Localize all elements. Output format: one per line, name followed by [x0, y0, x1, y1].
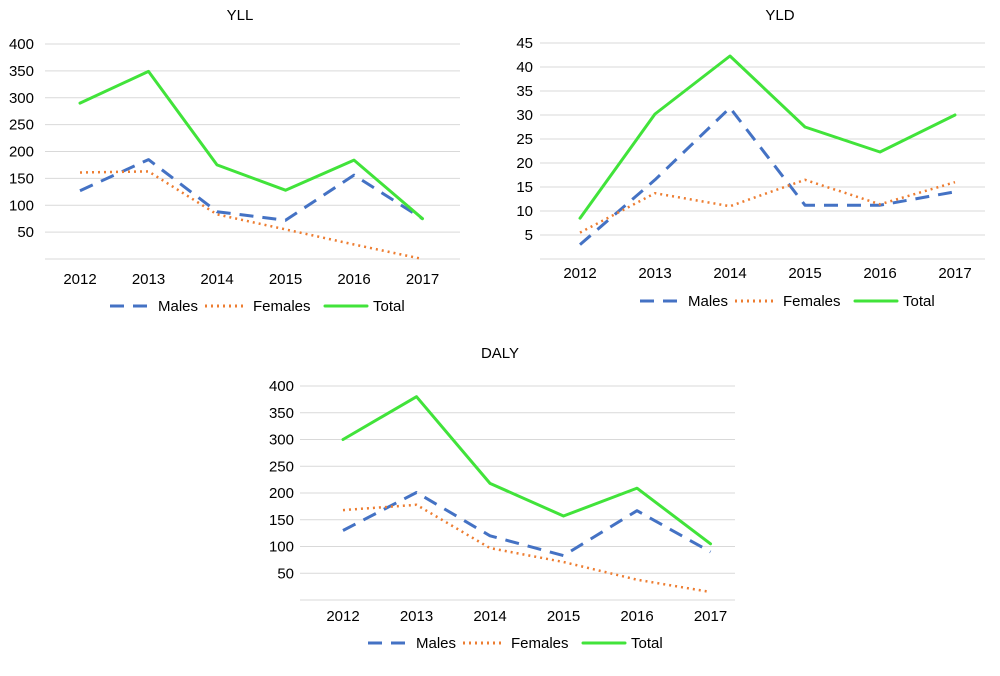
chart-daly: DALY 50 100 150 200 250 300 350 400 2012 2013 2014 2… — [269, 345, 735, 652]
y-tick-label: 400 — [269, 378, 294, 395]
x-tick-label: 2015 — [269, 271, 302, 288]
y-tick-label: 250 — [9, 117, 34, 134]
y-tick-label: 50 — [277, 565, 294, 582]
x-tick-label: 2016 — [620, 608, 653, 625]
x-tick-label: 2014 — [473, 608, 506, 625]
chart-yll: YLL 50 100 150 200 250 300 350 400 2012 2013 2014 20… — [9, 7, 460, 315]
x-tick-label: 2015 — [547, 608, 580, 625]
legend-label-total: Total — [631, 635, 663, 652]
x-tick-label: 2016 — [337, 271, 370, 288]
series-line-total — [341, 395, 712, 546]
legend-label-males: Males — [688, 293, 728, 310]
x-tick-label: 2017 — [406, 271, 439, 288]
x-tick-label: 2012 — [326, 608, 359, 625]
y-tick-label: 100 — [9, 197, 34, 214]
y-tick-label: 30 — [516, 107, 533, 124]
legend: Males Females Total — [110, 298, 405, 315]
y-tick-label: 45 — [516, 35, 533, 52]
legend-label-males: Males — [416, 635, 456, 652]
y-tick-label: 35 — [516, 83, 533, 100]
series-line-females — [579, 178, 956, 234]
y-tick-label: 100 — [269, 539, 294, 556]
x-tick-label: 2013 — [132, 271, 165, 288]
legend-label-females: Females — [511, 635, 569, 652]
chart-title: YLD — [765, 7, 794, 24]
y-tick-label: 5 — [525, 227, 533, 244]
legend-label-females: Females — [253, 298, 311, 315]
x-tick-label: 2015 — [788, 265, 821, 282]
y-tick-label: 150 — [269, 512, 294, 529]
legend-label-females: Females — [783, 293, 841, 310]
y-tick-label: 20 — [516, 155, 533, 172]
y-tick-label: 25 — [516, 131, 533, 148]
x-tick-label: 2012 — [563, 265, 596, 282]
legend-label-total: Total — [903, 293, 935, 310]
chart-yld: YLD 5 10 15 20 25 30 35 40 45 2012 2013 2014 2015 2016… — [516, 7, 985, 310]
x-tick-label: 2013 — [638, 265, 671, 282]
chart-title: YLL — [227, 7, 254, 24]
y-tick-label: 15 — [516, 179, 533, 196]
y-tick-label: 10 — [516, 203, 533, 220]
y-tick-label: 350 — [9, 63, 34, 80]
y-tick-label: 300 — [9, 90, 34, 107]
y-tick-label: 150 — [9, 170, 34, 187]
series-line-males — [79, 158, 424, 222]
series-line-females — [79, 170, 423, 261]
y-tick-label: 40 — [516, 59, 533, 76]
y-tick-label: 200 — [269, 485, 294, 502]
x-tick-label: 2014 — [200, 271, 233, 288]
y-tick-label: 400 — [9, 36, 34, 53]
x-tick-label: 2016 — [863, 265, 896, 282]
x-tick-label: 2017 — [694, 608, 727, 625]
series-line-females — [342, 503, 711, 594]
legend-label-males: Males — [158, 298, 198, 315]
legend: Males Females Total — [640, 293, 935, 310]
series-line-total — [78, 69, 424, 221]
y-tick-label: 50 — [17, 224, 34, 241]
y-tick-label: 350 — [269, 405, 294, 422]
x-tick-label: 2014 — [713, 265, 746, 282]
series-line-total — [578, 54, 957, 220]
legend: Males Females Total — [368, 635, 663, 652]
x-tick-label: 2012 — [63, 271, 96, 288]
chart-title: DALY — [481, 345, 519, 362]
x-tick-label: 2013 — [400, 608, 433, 625]
y-tick-label: 300 — [269, 432, 294, 449]
legend-label-total: Total — [373, 298, 405, 315]
y-tick-label: 250 — [269, 458, 294, 475]
series-line-males — [579, 106, 956, 246]
x-tick-label: 2017 — [938, 265, 971, 282]
y-tick-label: 200 — [9, 144, 34, 161]
